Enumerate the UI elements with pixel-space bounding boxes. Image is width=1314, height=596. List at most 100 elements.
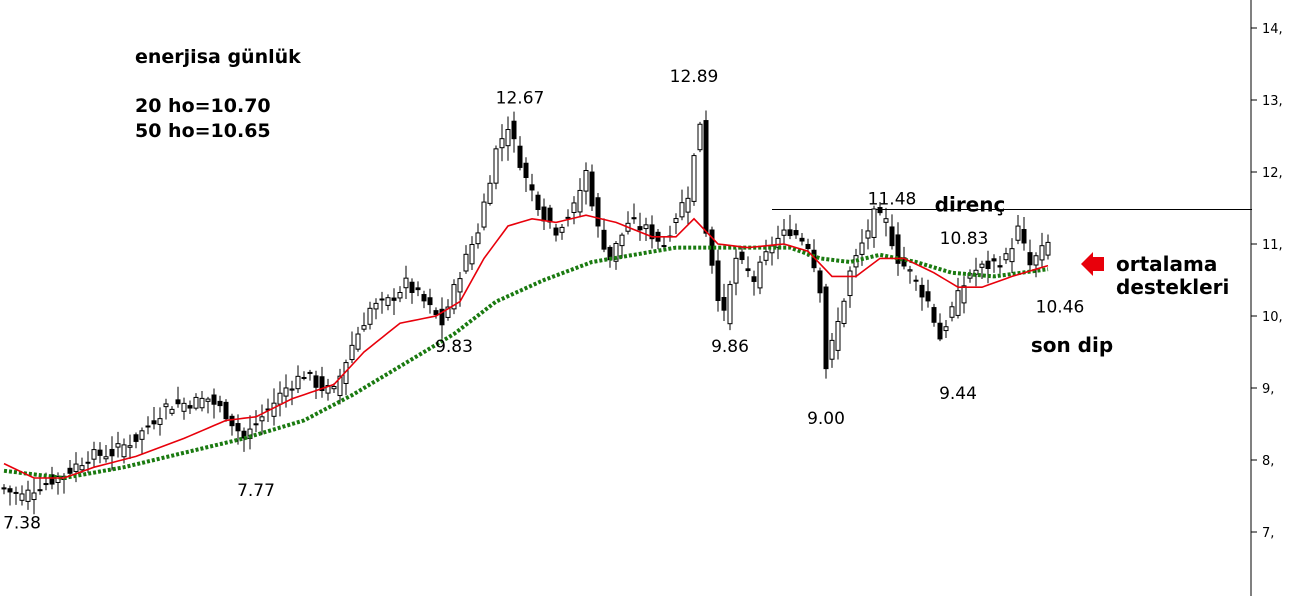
candle-down (991, 258, 997, 262)
candle-up (403, 277, 409, 289)
candle-down (67, 467, 73, 474)
candle-down (37, 489, 43, 492)
candle-up (763, 251, 769, 261)
candle-down (409, 281, 415, 293)
candle-up (757, 261, 763, 289)
annotation-label: 9.44 (939, 384, 977, 404)
candle-up (841, 300, 847, 324)
candle-down (553, 227, 559, 236)
candle-up (487, 182, 493, 204)
candle-up (481, 201, 487, 228)
candle-up (691, 155, 697, 202)
candle-down (109, 448, 115, 457)
candle-up (679, 202, 685, 218)
candle-up (397, 292, 403, 299)
candle-down (739, 251, 745, 261)
candle-down (631, 217, 637, 220)
candle-down (805, 243, 811, 250)
candle-up (103, 456, 109, 460)
candle-up (361, 325, 367, 330)
annotation-label: 7.77 (237, 481, 275, 501)
candle-down (241, 430, 247, 439)
candle-up (661, 245, 667, 248)
candle-up (847, 270, 853, 297)
candle-down (511, 120, 517, 140)
candle-up (289, 388, 295, 391)
candle-up (913, 279, 919, 282)
candle-up (25, 489, 31, 502)
candle-up (859, 242, 865, 255)
candle-up (943, 326, 949, 332)
candle-up (163, 403, 169, 408)
candle-up (955, 290, 961, 316)
candle-up (181, 402, 187, 412)
annotation-label: 12.67 (496, 89, 545, 109)
candle-up (13, 491, 19, 494)
candle-up (673, 218, 679, 223)
y-tick-label: 7, (1262, 526, 1274, 541)
annotation-label: 10.83 (940, 229, 989, 249)
candle-up (199, 397, 205, 409)
candle-down (715, 260, 721, 301)
candle-down (529, 184, 535, 191)
candle-up (451, 284, 457, 310)
candle-down (427, 297, 433, 306)
candle-up (883, 218, 889, 223)
candle-up (295, 375, 301, 390)
candle-up (1009, 248, 1015, 263)
left-arrow-icon (1081, 252, 1104, 276)
candle-up (961, 285, 967, 304)
candle-up (559, 226, 565, 233)
y-tick-label: 9, (1262, 382, 1274, 397)
ma50-line (3, 245, 1049, 481)
candle-up (373, 302, 379, 310)
candle-up (949, 306, 955, 318)
candle-down (211, 394, 217, 405)
candle-up (277, 392, 283, 405)
arrow-label-line1: ortalama (1116, 252, 1217, 276)
arrow-label-line2: destekleri (1116, 275, 1229, 299)
annotation-label: 9.83 (435, 337, 473, 357)
annotation-label: 9.86 (711, 337, 749, 357)
candle-down (823, 286, 829, 370)
candle-down (547, 207, 553, 223)
candle-up (619, 234, 625, 247)
candle-up (775, 237, 781, 248)
ma20-info: 20 ho=10.70 (135, 95, 271, 117)
candle-up (865, 230, 871, 239)
annotation-label: direnç (935, 193, 1006, 217)
candle-down (7, 488, 13, 493)
candles (1, 110, 1051, 515)
y-tick-label: 10, (1262, 310, 1283, 325)
candle-up (31, 492, 37, 501)
ma50-info: 50 ho=10.65 (135, 120, 271, 142)
plot-area: 7.38 7.77 9.83 12.67 12.89 9.86 9.00 11.48 diren… (1, 67, 1252, 533)
candle-down (223, 401, 229, 420)
candle-down (433, 310, 439, 316)
candle-up (259, 416, 265, 422)
candle-down (229, 415, 235, 427)
candle-down (601, 229, 607, 250)
support-callout: ortalama destekleri (1081, 252, 1229, 299)
candle-down (235, 423, 241, 432)
candle-down (745, 268, 751, 272)
candle-up (499, 138, 505, 149)
candle-down (817, 270, 823, 294)
candle-up (613, 242, 619, 262)
candle-down (649, 224, 655, 240)
candle-down (541, 206, 547, 222)
candle-down (985, 260, 991, 270)
candle-down (637, 226, 643, 231)
y-tick-label: 13, (1262, 94, 1283, 109)
candle-up (283, 387, 289, 397)
annotation-label: 11.48 (868, 189, 917, 209)
candle-up (781, 229, 787, 236)
candle-down (565, 216, 571, 219)
candle-up (337, 375, 343, 397)
candle-down (1027, 252, 1033, 266)
candle-up (1033, 255, 1039, 266)
y-tick-label: 8, (1262, 454, 1274, 469)
candle-up (43, 483, 49, 486)
candle-up (1015, 225, 1021, 241)
